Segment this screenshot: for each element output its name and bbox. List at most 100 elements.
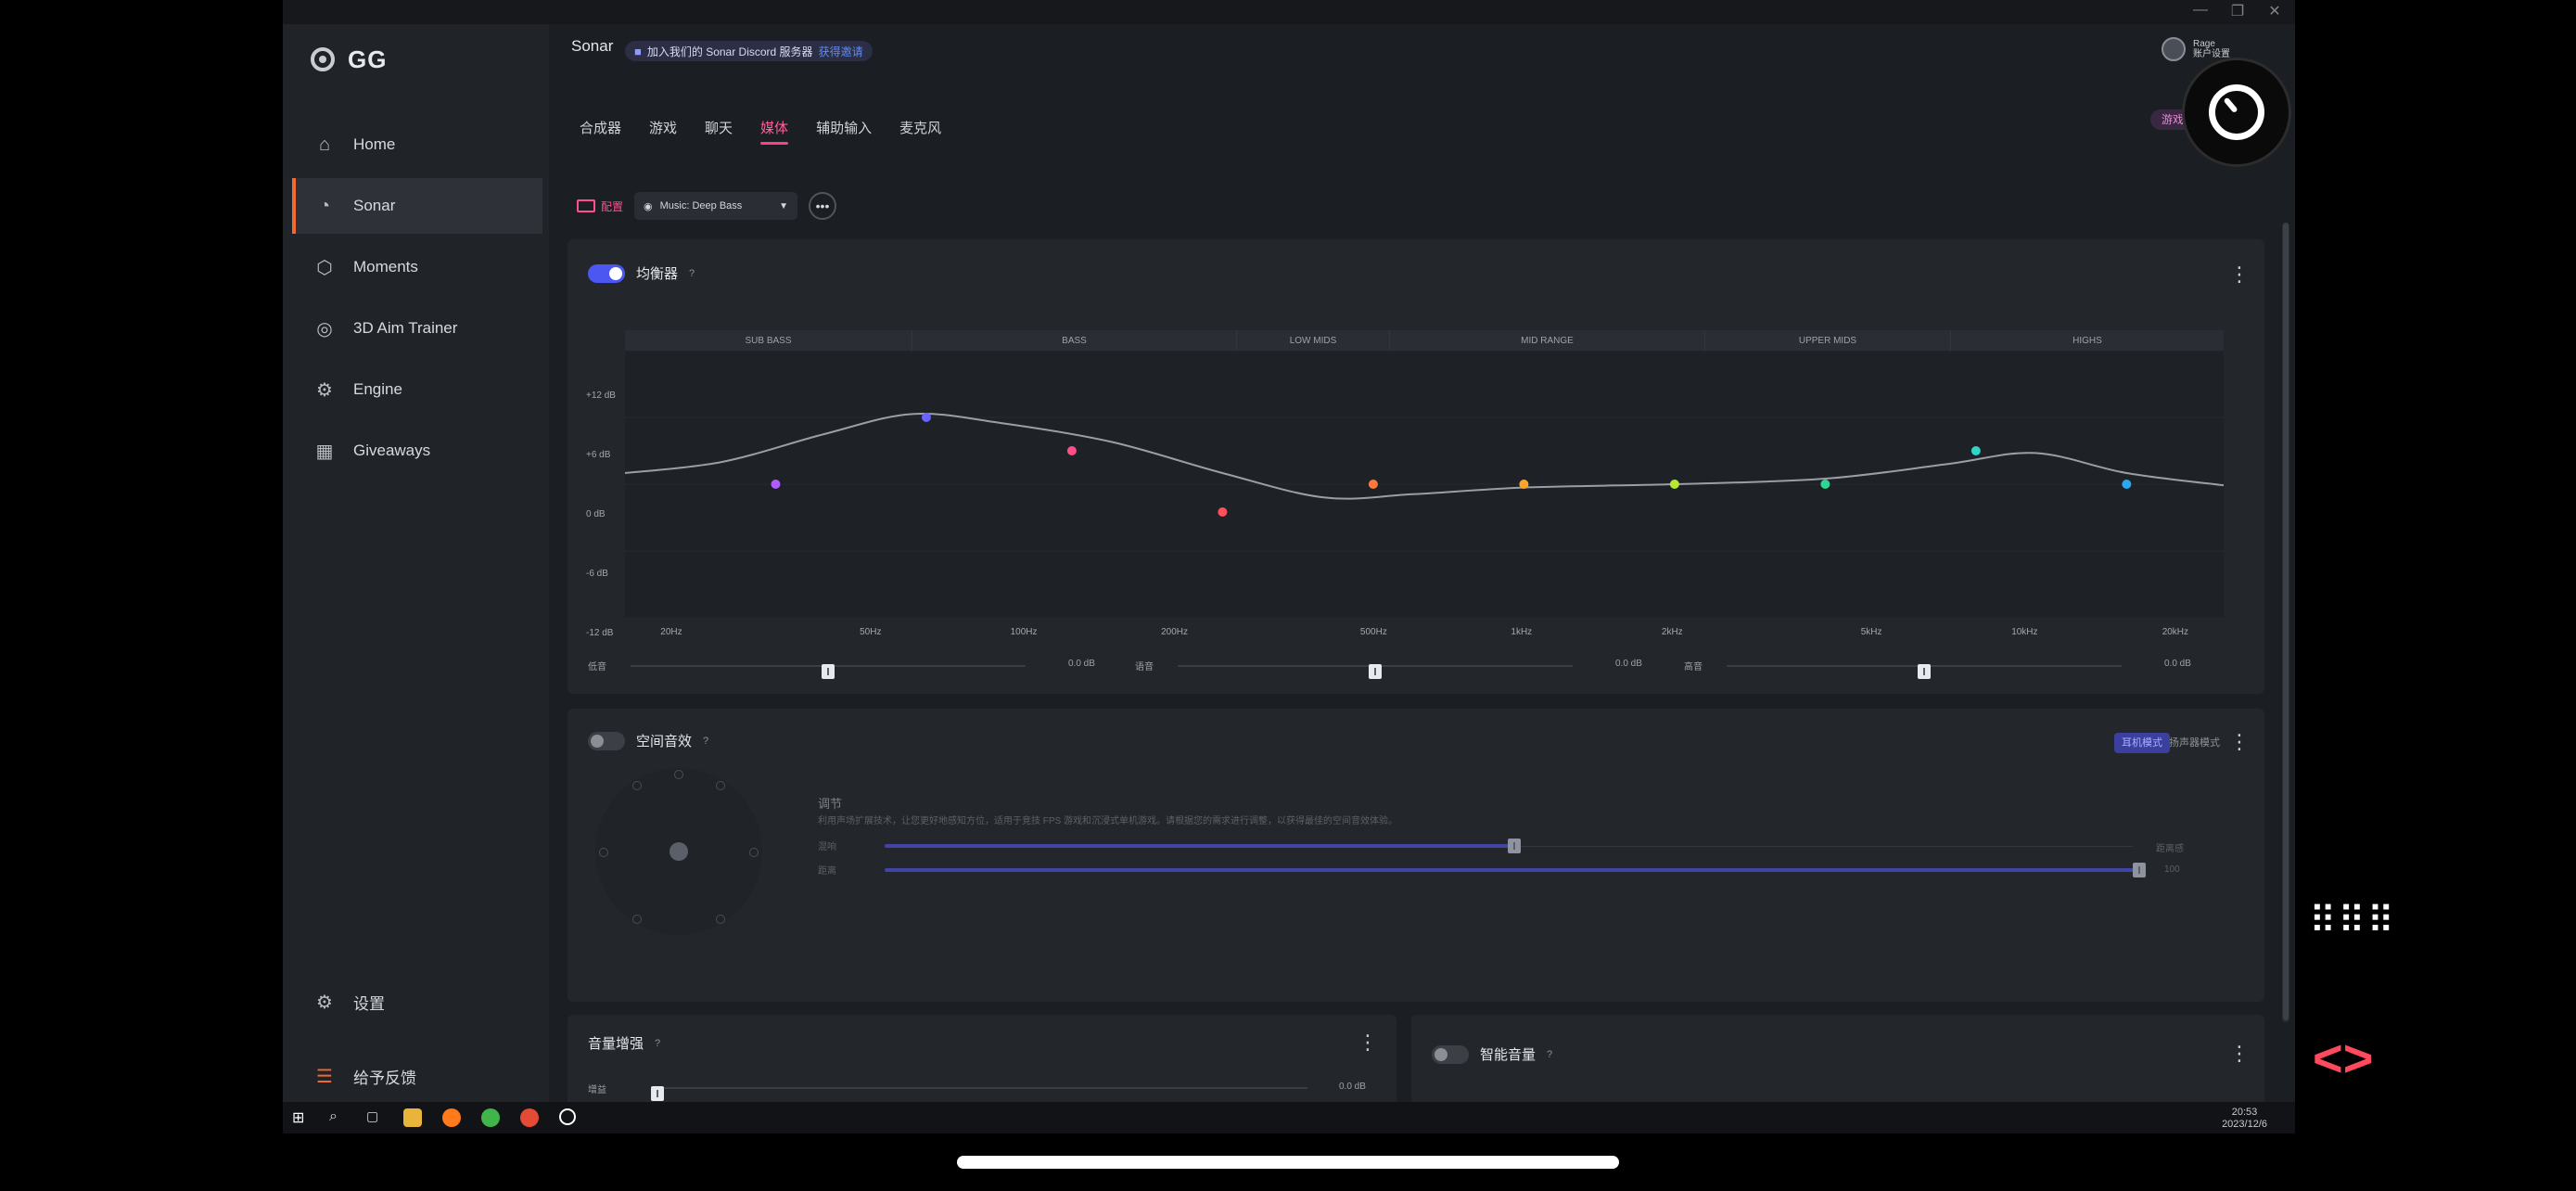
- eq-band-handle-4[interactable]: [1218, 507, 1228, 517]
- eq-band-handle-2[interactable]: [921, 413, 931, 422]
- y-tick-label: -6 dB: [586, 569, 608, 579]
- tab-chat[interactable]: 聊天: [705, 121, 733, 136]
- tab-game[interactable]: 游戏: [649, 121, 678, 136]
- chrome-icon[interactable]: [520, 1108, 539, 1127]
- slider-knob[interactable]: [822, 664, 835, 679]
- tab-mixer[interactable]: 合成器: [580, 121, 622, 136]
- main-scrollbar[interactable]: [2282, 223, 2289, 1022]
- equalizer-toggle[interactable]: [588, 263, 625, 283]
- sidebar-item-moments[interactable]: ⬡ Moments: [292, 239, 542, 295]
- slider-label: 语音: [1135, 662, 1154, 672]
- spatial-dial[interactable]: [595, 768, 762, 935]
- reverb-knob[interactable]: [1508, 839, 1521, 853]
- equalizer-menu-icon[interactable]: ⋮: [2229, 263, 2250, 286]
- sidebar-item-aim-trainer[interactable]: ◎ 3D Aim Trainer: [292, 301, 542, 356]
- equalizer-header: 均衡器 ?: [588, 263, 695, 283]
- slider-label: 低音: [588, 662, 606, 672]
- help-icon[interactable]: ?: [1547, 1048, 1553, 1060]
- steelseries-gg-icon[interactable]: [559, 1108, 576, 1125]
- gear-icon: ⚙: [316, 992, 333, 1013]
- code-icon[interactable]: <>: [2313, 1029, 2374, 1087]
- volume-boost-header: 音量增强 ?: [588, 1033, 660, 1053]
- file-explorer-icon[interactable]: [403, 1108, 422, 1127]
- spatial-header: 空间音效 ?: [588, 731, 708, 750]
- distance-fill[interactable]: [885, 868, 2136, 872]
- discord-banner[interactable]: ■ 加入我们的 Sonar Discord 服务器 获得邀请: [625, 41, 873, 61]
- help-icon[interactable]: ?: [689, 267, 695, 279]
- speaker-mode-button[interactable]: 扬声器模式: [2169, 737, 2220, 749]
- slider-track[interactable]: [631, 664, 1026, 679]
- sidebar-item-label: Engine: [353, 380, 402, 398]
- band-sub-bass: SUB BASS: [625, 330, 912, 351]
- smart-volume-menu-icon[interactable]: ⋮: [2229, 1042, 2250, 1065]
- adjust-description: 利用声场扩展技术，让您更好地感知方位，适用于竞技 FPS 游戏和沉浸式单机游戏。…: [818, 816, 1398, 826]
- band-low-mids: LOW MIDS: [1237, 330, 1390, 351]
- volume-boost-menu-icon[interactable]: ⋮: [1358, 1031, 1378, 1054]
- minimize-button[interactable]: —: [2193, 2, 2208, 18]
- gain-track[interactable]: [651, 1086, 1307, 1101]
- sonar-icon: ◔: [318, 195, 331, 216]
- slider-track[interactable]: [1178, 664, 1573, 679]
- slider-knob[interactable]: [1918, 664, 1931, 679]
- spatial-menu-icon[interactable]: ⋮: [2229, 730, 2250, 753]
- bass-slider[interactable]: 低音 0.0 dB: [588, 659, 1107, 679]
- preset-dropdown[interactable]: ◉ Music: Deep Bass ▼: [634, 192, 798, 220]
- sidebar-item-home[interactable]: ⌂ Home: [292, 117, 542, 173]
- floating-mouse-button[interactable]: [2182, 58, 2291, 167]
- sidebar-item-feedback[interactable]: ☰ 给予反馈: [292, 1048, 542, 1104]
- task-view-icon[interactable]: ▢: [366, 1108, 379, 1123]
- sidebar-item-engine[interactable]: ⚙ Engine: [292, 362, 542, 417]
- eq-band-handle-3[interactable]: [1066, 446, 1077, 455]
- help-icon[interactable]: ?: [703, 735, 709, 747]
- help-icon[interactable]: ?: [655, 1037, 661, 1049]
- preset-more-button[interactable]: •••: [809, 192, 837, 220]
- brand-logo[interactable]: GG: [311, 41, 387, 78]
- sidebar-item-giveaways[interactable]: ▦ Giveaways: [292, 423, 542, 479]
- eq-band-handle-10[interactable]: [2122, 480, 2132, 489]
- treble-slider[interactable]: 高音 0.0 dB: [1684, 659, 2203, 679]
- gain-label: 增益: [588, 1085, 606, 1095]
- eq-band-handle-1[interactable]: [771, 480, 781, 489]
- start-icon[interactable]: ⊞: [292, 1110, 305, 1126]
- reverb-fill[interactable]: [885, 844, 1515, 848]
- eq-band-handle-6[interactable]: [1519, 480, 1529, 489]
- slider-track[interactable]: [1727, 664, 2122, 679]
- x-tick-label: 100Hz: [1010, 627, 1038, 637]
- close-button[interactable]: ✕: [2268, 4, 2281, 19]
- firefox-icon[interactable]: [442, 1108, 461, 1127]
- smart-volume-toggle[interactable]: [1432, 1044, 1469, 1064]
- tab-mic[interactable]: 麦克风: [899, 121, 942, 136]
- smart-volume-header: 智能音量 ?: [1432, 1044, 1552, 1064]
- user-account[interactable]: Rage 账户设置: [2162, 37, 2230, 61]
- eq-band-handle-5[interactable]: [1368, 480, 1378, 489]
- keyboard-icon[interactable]: ⠿⠿⠿: [2309, 901, 2396, 941]
- engine-icon: ⚙: [316, 379, 333, 401]
- spatial-toggle[interactable]: [588, 731, 625, 750]
- slider-knob[interactable]: [1369, 664, 1382, 679]
- system-clock[interactable]: 20:53 2023/12/6: [2222, 1107, 2267, 1130]
- spatial-title: 空间音效: [636, 734, 693, 749]
- reverb-track[interactable]: [1515, 846, 2133, 847]
- eq-band-handle-7[interactable]: [1669, 480, 1679, 489]
- search-icon[interactable]: ⌕: [329, 1108, 338, 1124]
- sidebar-item-sonar[interactable]: ◔ Sonar: [292, 178, 542, 234]
- home-indicator[interactable]: [957, 1156, 1619, 1169]
- headphone-mode-button[interactable]: 耳机模式: [2114, 733, 2170, 753]
- eq-band-handle-9[interactable]: [1970, 446, 1981, 455]
- discord-invite-link[interactable]: 获得邀请: [818, 45, 863, 58]
- band-highs: HIGHS: [2072, 335, 2102, 346]
- gain-knob[interactable]: [651, 1086, 664, 1101]
- sidebar-item-label: Home: [353, 135, 396, 153]
- sidebar-item-settings[interactable]: ⚙ 设置: [292, 974, 542, 1030]
- voice-slider[interactable]: 语音 0.0 dB: [1135, 659, 1654, 679]
- tab-media[interactable]: 媒体: [746, 113, 802, 145]
- app-green-icon[interactable]: [481, 1108, 500, 1127]
- eq-band-handle-8[interactable]: [1820, 480, 1830, 489]
- tab-aux[interactable]: 辅助输入: [816, 121, 873, 136]
- maximize-button[interactable]: ❐: [2230, 4, 2245, 19]
- band-header: SUB BASS BASS LOW MIDS MID RANGE UPPER M…: [625, 330, 2224, 351]
- y-tick-label: 0 dB: [586, 509, 606, 519]
- distance-knob[interactable]: [2133, 863, 2146, 877]
- eq-plot-area[interactable]: [624, 350, 2225, 619]
- eq-chart: [624, 350, 2225, 619]
